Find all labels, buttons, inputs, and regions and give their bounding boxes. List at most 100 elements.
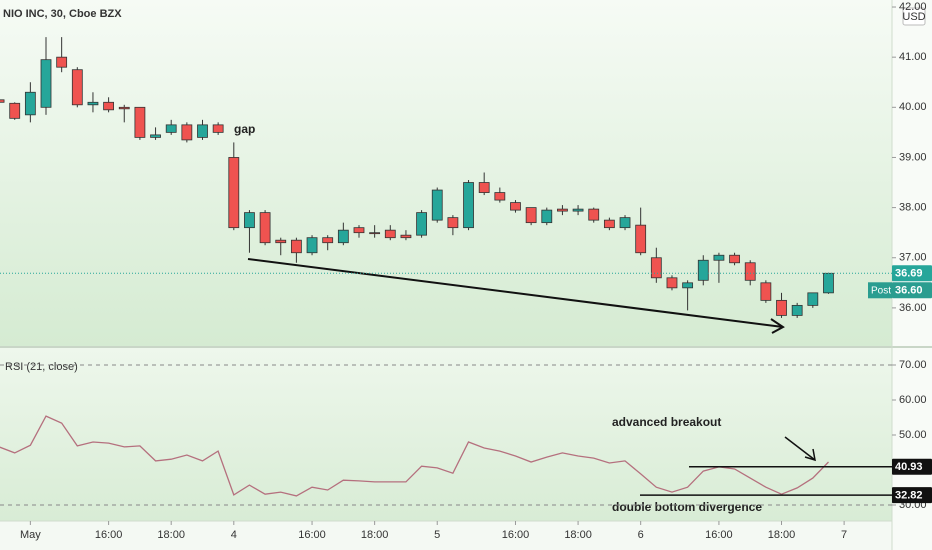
candle-body [275, 239, 287, 244]
rsi-line [0, 415, 829, 497]
x-tick-label: 4 [231, 529, 237, 541]
price-pane [0, 0, 892, 346]
candle-body [353, 227, 365, 234]
candle-body [134, 106, 146, 138]
candle-body [322, 237, 334, 244]
candle-body [510, 202, 521, 211]
candle-body [306, 237, 318, 254]
candle-body [447, 217, 459, 229]
x-tick-label: 18:00 [564, 529, 592, 541]
post-box [868, 282, 892, 299]
post-price: 36.60 [895, 285, 923, 297]
candle-body [525, 207, 537, 224]
chart-title: NIO INC, 30, Cboe BZX [3, 8, 122, 20]
x-tick-label: 16:00 [705, 529, 733, 541]
candle-body [760, 282, 772, 301]
annotation: double bottom divergence [612, 500, 762, 514]
candle-body [572, 208, 584, 212]
candle-body [369, 232, 381, 235]
rsi-pane [0, 348, 892, 521]
candle-body [259, 212, 271, 244]
arrow [784, 436, 816, 462]
candle-body [165, 124, 177, 133]
candle-body [118, 106, 130, 110]
candle-body [24, 91, 36, 116]
y-tick-label: 37.00 [899, 252, 927, 264]
y-tick-label: 50.00 [899, 429, 927, 441]
last-price: 36.69 [895, 268, 923, 280]
x-tick-label: 18:00 [157, 529, 185, 541]
candle-body [823, 272, 834, 294]
candle-body [431, 189, 443, 221]
annotation: advanced breakout [612, 415, 721, 429]
currency-box[interactable] [902, 7, 926, 26]
x-tick-label: 16:00 [95, 529, 123, 541]
level-label-box [892, 487, 932, 504]
y-tick-label: 70.00 [899, 359, 927, 371]
candle-body [588, 208, 600, 221]
candle-body [744, 262, 756, 281]
rsi-title: RSI (21, close) [5, 361, 78, 373]
candle-body [619, 217, 631, 229]
candle-body [181, 124, 193, 141]
x-tick-label: 16:00 [298, 529, 326, 541]
candle-body [0, 99, 5, 103]
candle-body [228, 157, 240, 229]
time-axis [0, 521, 892, 550]
candle-body [478, 182, 490, 193]
candle-body [384, 229, 396, 239]
x-tick-label: 5 [434, 529, 440, 541]
currency: USD [902, 11, 925, 23]
candle-body [71, 69, 83, 106]
candle-body [807, 292, 819, 306]
candle-body [650, 257, 662, 279]
candle-body [150, 134, 161, 138]
candles [0, 37, 834, 318]
x-tick-label: 18:00 [361, 529, 389, 541]
candle-body [603, 219, 615, 229]
y-tick-label: 42.00 [899, 1, 927, 13]
post-price-box [892, 282, 932, 299]
x-tick-label: 16:00 [502, 529, 530, 541]
y-tick-label: 60.00 [899, 394, 927, 406]
last-price-box [892, 265, 932, 282]
candle-body [666, 277, 678, 289]
candle-body [197, 124, 208, 138]
candle-body [494, 192, 506, 201]
level-label-box [892, 458, 932, 475]
y-tick-label: 36.00 [899, 302, 927, 314]
x-tick-label: 18:00 [768, 529, 796, 541]
candle-body [791, 304, 803, 316]
x-tick-label: 7 [841, 529, 847, 541]
candle-body [212, 124, 224, 133]
candle-body [416, 212, 427, 236]
trendline [247, 258, 785, 334]
candle-body [9, 102, 21, 119]
candle-body [541, 209, 553, 224]
level-label: 40.93 [895, 461, 923, 473]
candle-body [557, 208, 568, 212]
candle-body [463, 182, 474, 229]
candle-body [56, 56, 68, 68]
post-label: Post [871, 285, 891, 296]
candle-body [244, 212, 255, 229]
candle-body [682, 282, 694, 289]
candle-body [635, 224, 647, 254]
candle-body [713, 254, 725, 261]
x-tick-label: May [20, 529, 41, 541]
candle-body [103, 101, 115, 111]
level-label: 32.82 [895, 490, 923, 502]
candle-body [776, 299, 787, 316]
candle-body [40, 59, 52, 108]
candle-body [290, 239, 302, 254]
candle-body [400, 234, 412, 239]
annotation: gap [234, 122, 255, 136]
y-tick-label: 41.00 [899, 51, 927, 63]
y-tick-label: 39.00 [899, 151, 927, 163]
candle-body [729, 254, 740, 264]
y-tick-label: 40.00 [899, 101, 927, 113]
x-tick-label: 6 [638, 529, 644, 541]
candle-body [697, 259, 709, 281]
y-tick-label: 38.00 [899, 202, 927, 214]
